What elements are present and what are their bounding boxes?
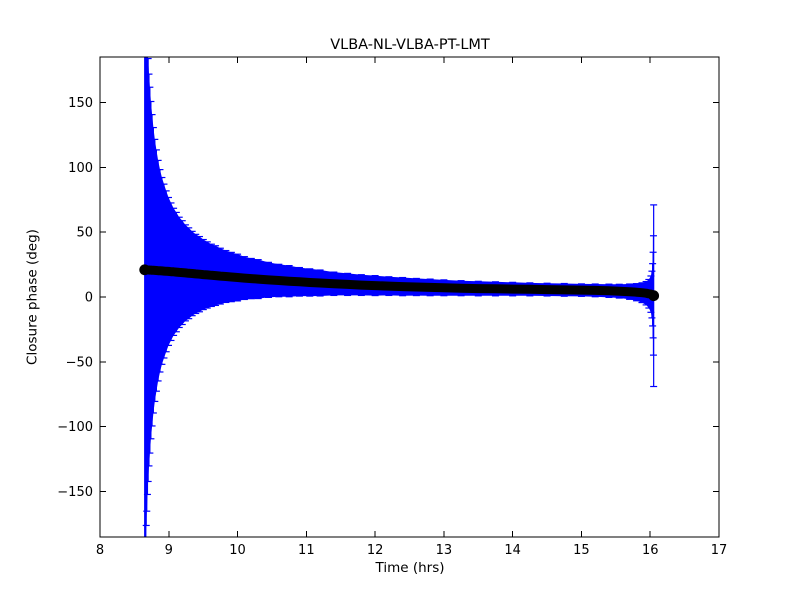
data-point-marker <box>139 264 151 276</box>
error-band <box>144 57 654 537</box>
x-tick-label: 11 <box>298 543 315 558</box>
x-tick-label: 14 <box>504 543 521 558</box>
y-tick-label: −150 <box>57 485 93 500</box>
y-tick-label: 0 <box>85 291 93 306</box>
x-tick-label: 8 <box>96 543 104 558</box>
x-tick-label: 10 <box>229 543 246 558</box>
y-axis-label: Closure phase (deg) <box>24 229 41 365</box>
x-tick-label: 16 <box>642 543 659 558</box>
x-tick-label: 17 <box>711 543 728 558</box>
x-tick-label: 13 <box>436 543 453 558</box>
chart-title: VLBA-NL-VLBA-PT-LMT <box>330 37 490 53</box>
y-tick-label: −50 <box>66 355 93 370</box>
phase-line <box>140 265 659 301</box>
y-tick-label: 150 <box>68 96 93 111</box>
x-tick-label: 12 <box>367 543 384 558</box>
data-point-marker <box>648 290 660 302</box>
axis-ticks <box>99 57 720 537</box>
plot-area <box>139 57 660 537</box>
x-tick-label: 9 <box>165 543 173 558</box>
tick-labels: 8 9 10 11 12 13 14 15 16 17 −150 −100 −50 0 50 100 150 <box>57 96 727 558</box>
y-tick-label: 50 <box>76 226 93 241</box>
y-tick-label: −100 <box>57 420 93 435</box>
x-axis-label: Time (hrs) <box>375 560 445 576</box>
y-tick-label: 100 <box>68 161 93 176</box>
x-tick-label: 15 <box>573 543 590 558</box>
